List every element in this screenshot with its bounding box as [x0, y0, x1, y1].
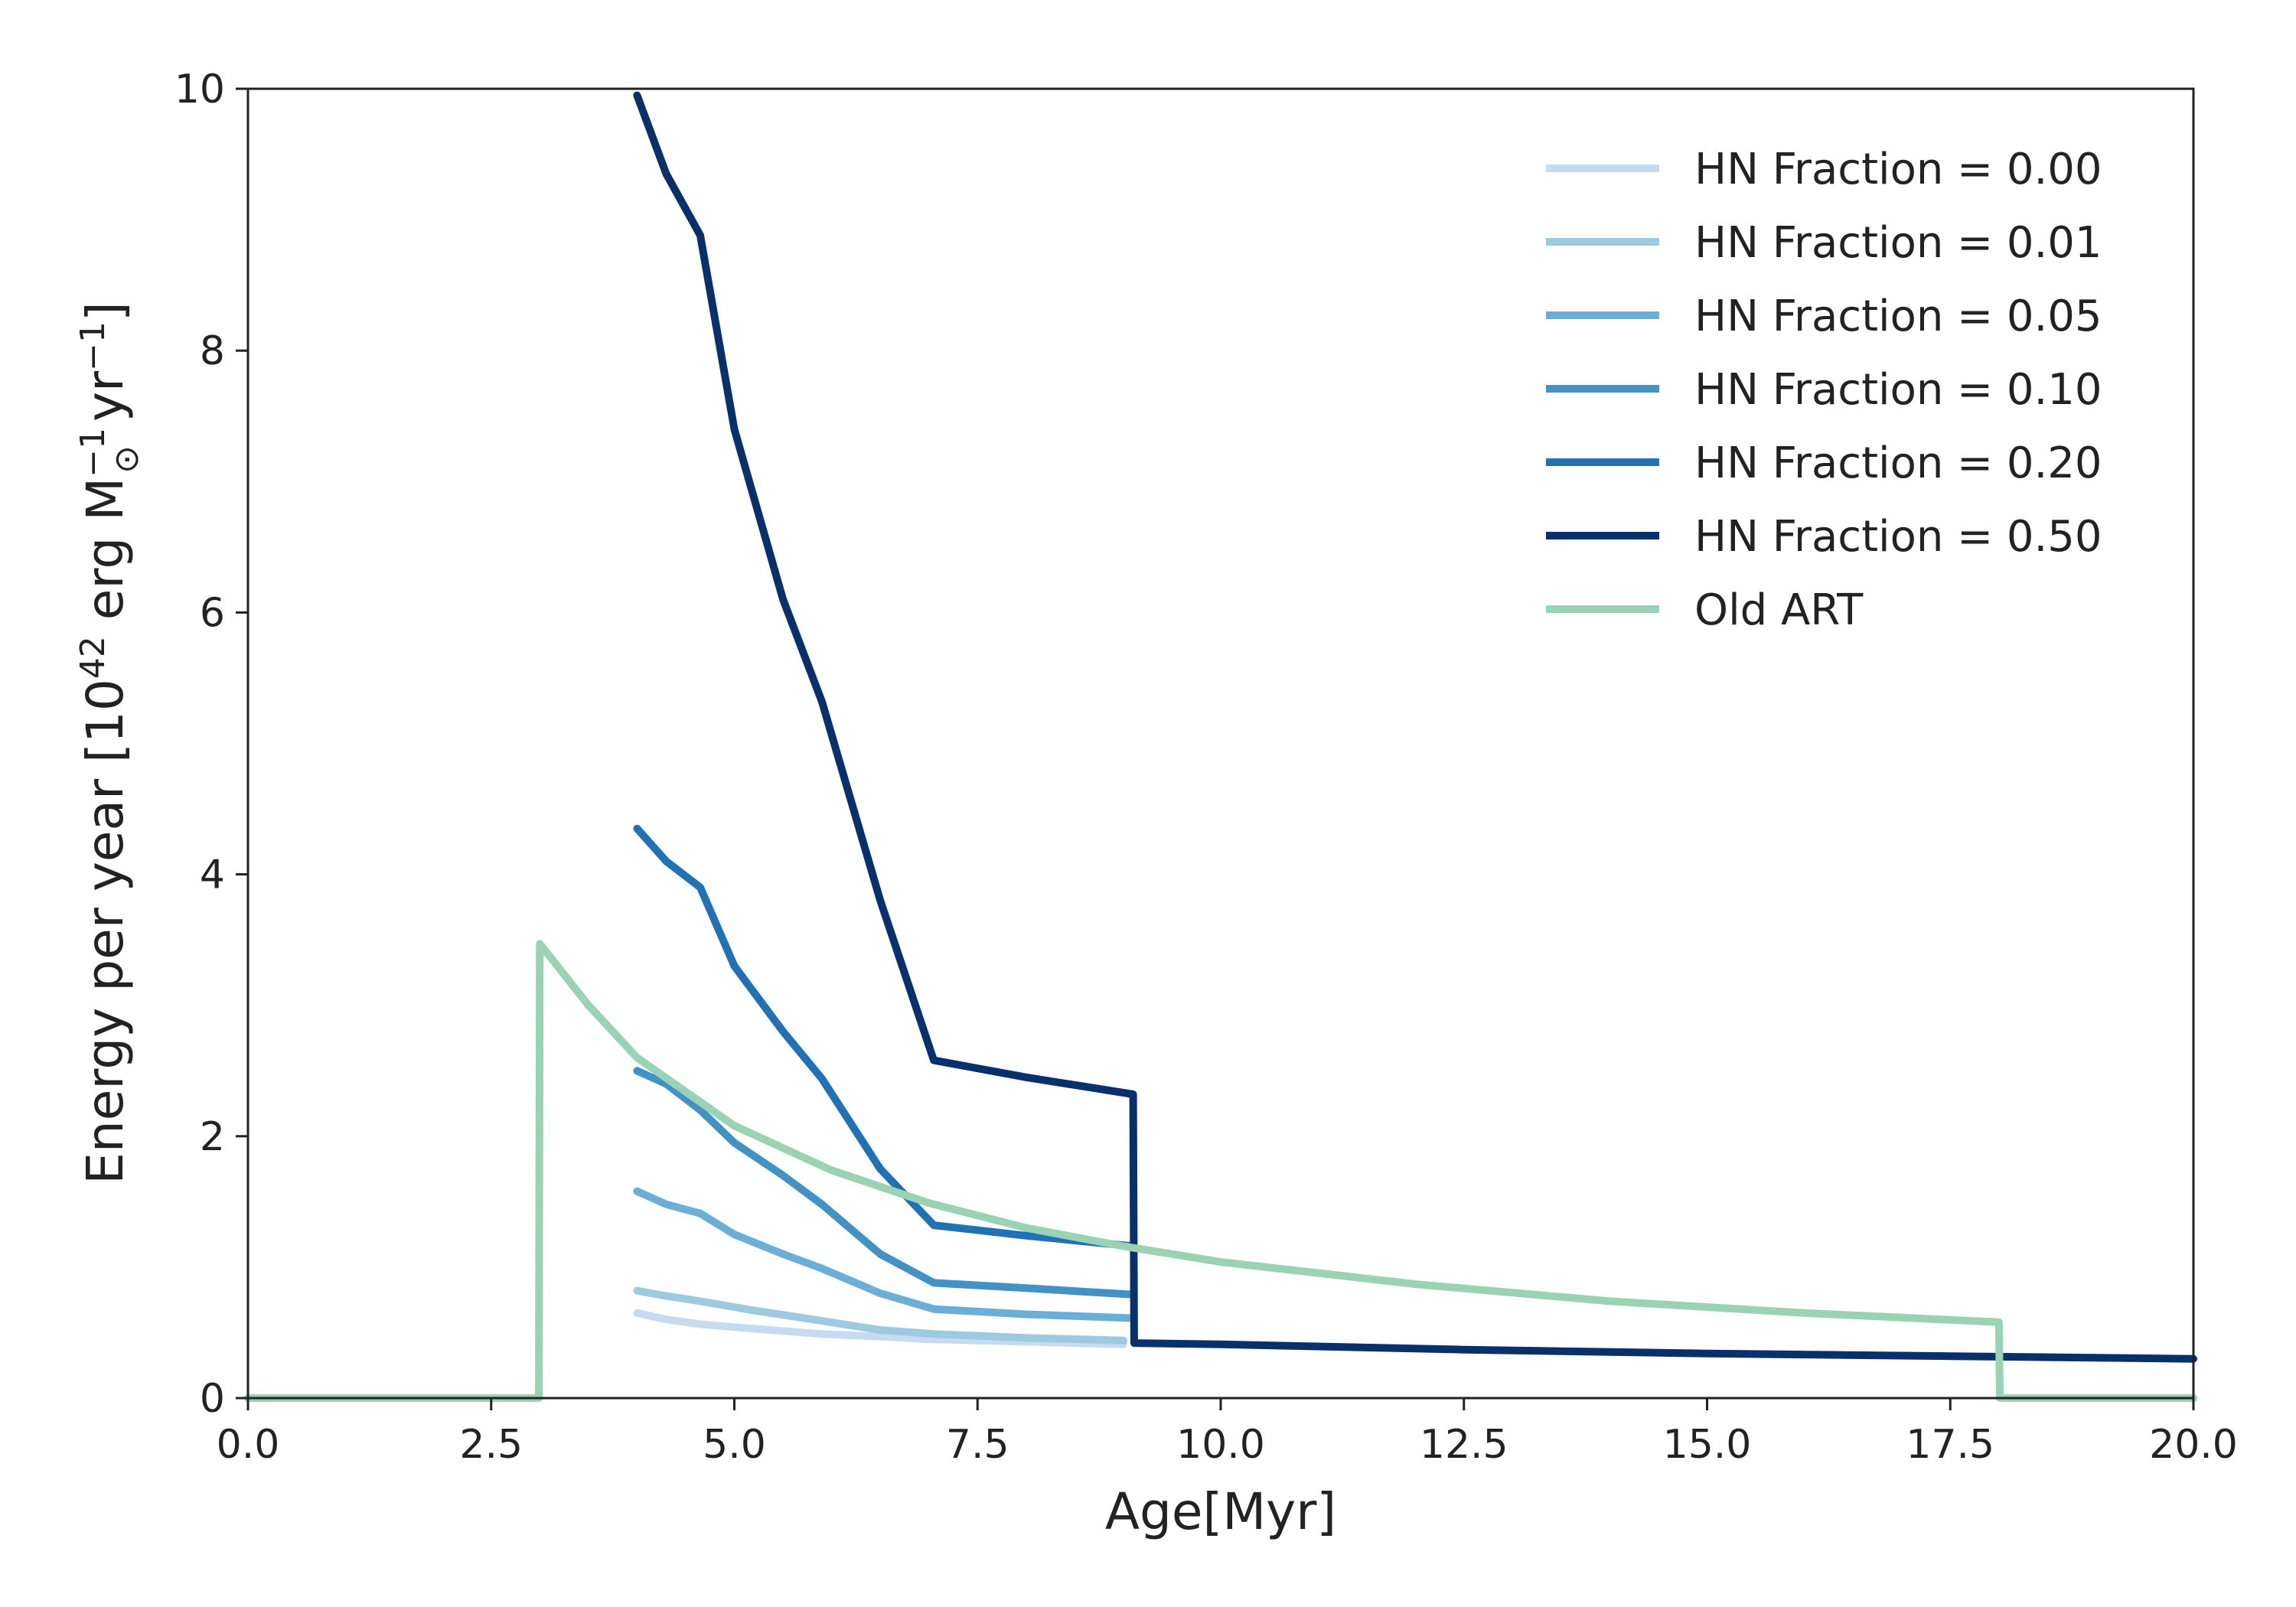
x-tick-label: 0.0 — [217, 1422, 280, 1468]
y-axis-title: Energy per year [1042 erg M−1⊙ yr−1] — [73, 302, 146, 1185]
series-line-2 — [633, 1187, 1137, 1322]
legend-label: HN Fraction = 0.10 — [1694, 365, 2102, 415]
legend-label: Old ART — [1694, 585, 1864, 635]
y-tick-label: 2 — [200, 1114, 225, 1160]
x-tick-label: 20.0 — [2149, 1422, 2238, 1468]
x-tick-label: 12.5 — [1420, 1422, 1508, 1468]
legend-label: HN Fraction = 0.50 — [1694, 512, 2102, 562]
legend: HN Fraction = 0.00 HN Fraction = 0.01 HN F… — [1546, 145, 2102, 635]
y-tick-label: 10 — [174, 67, 225, 112]
x-tick-label: 10.0 — [1176, 1422, 1265, 1468]
series-line-3 — [633, 1067, 1137, 1299]
x-tick-label: 15.0 — [1663, 1422, 1752, 1468]
y-axis: 0 2 4 6 8 10 — [174, 67, 248, 1422]
legend-label: HN Fraction = 0.05 — [1694, 292, 2102, 341]
y-tick-label: 0 — [200, 1376, 225, 1422]
series-line-1 — [633, 1286, 1127, 1345]
series-line-5 — [633, 91, 2197, 1363]
y-tick-label: 6 — [200, 590, 225, 636]
y-tick-label: 4 — [200, 852, 225, 898]
x-tick-label: 5.0 — [703, 1422, 766, 1468]
y-tick-label: 8 — [200, 328, 225, 374]
legend-label: HN Fraction = 0.01 — [1694, 218, 2102, 268]
x-tick-label: 7.5 — [946, 1422, 1009, 1468]
x-axis-title: Age[Myr] — [1105, 1482, 1336, 1541]
series-line-6 — [244, 940, 2197, 1402]
x-tick-label: 2.5 — [459, 1422, 523, 1468]
legend-label: HN Fraction = 0.20 — [1694, 438, 2102, 488]
x-axis: 0.0 2.5 5.0 7.5 10.0 12.5 15.0 17.5 20.0 — [217, 1398, 2238, 1468]
series-line-0 — [633, 1309, 1127, 1348]
series-layer — [244, 91, 2197, 1402]
legend-label: HN Fraction = 0.00 — [1694, 145, 2102, 194]
series-line-4 — [633, 824, 1137, 1250]
x-tick-label: 17.5 — [1906, 1422, 1994, 1468]
